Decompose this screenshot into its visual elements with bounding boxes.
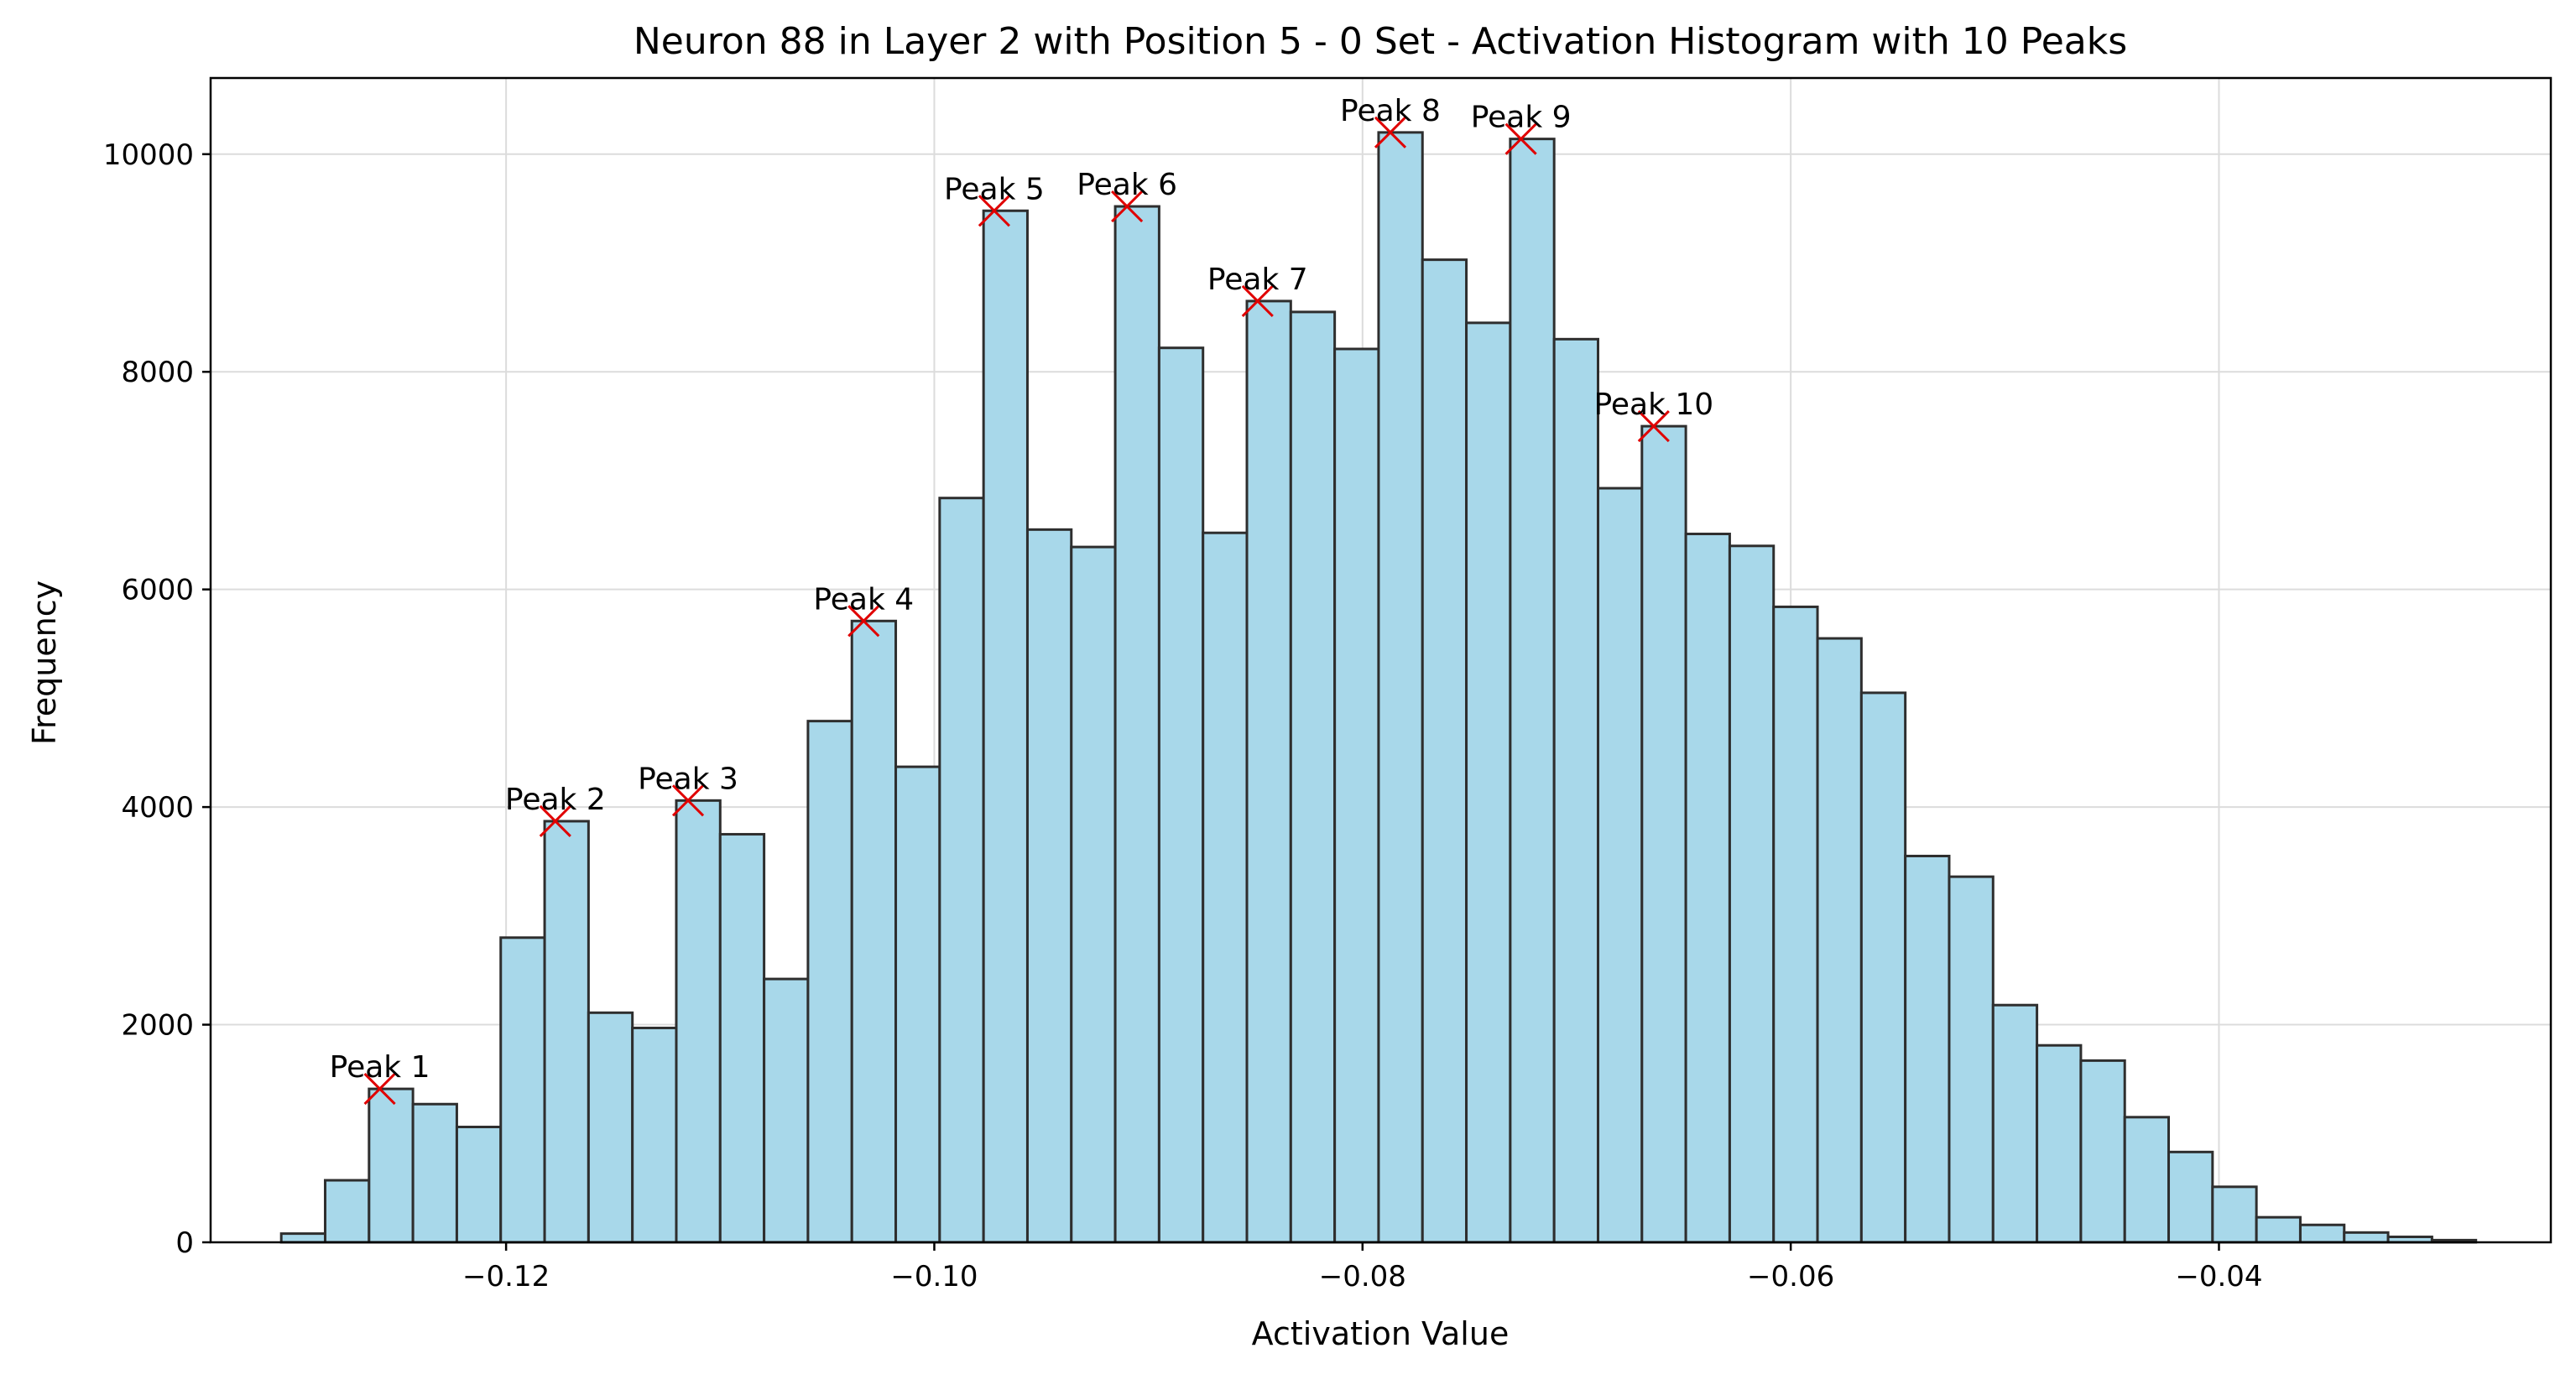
x-tick-label: −0.04 (2175, 1260, 2262, 1293)
x-tick-label: −0.10 (890, 1260, 978, 1293)
chart-title: Neuron 88 in Layer 2 with Position 5 - 0… (634, 20, 2127, 63)
peak-label: Peak 9 (1471, 101, 1572, 135)
x-tick-label: −0.12 (462, 1260, 550, 1293)
peak-label: Peak 7 (1207, 263, 1308, 297)
y-tick-label: 4000 (121, 791, 194, 825)
histogram-bar (1202, 531, 1249, 1244)
histogram-bar (1333, 347, 1380, 1244)
histogram-bar (718, 833, 766, 1244)
peak-marker (1241, 284, 1274, 317)
histogram-bar (1509, 138, 1556, 1244)
y-tick-label: 8000 (121, 356, 194, 389)
histogram-bar (675, 799, 722, 1244)
histogram-bar (279, 1232, 327, 1244)
y-tick-label: 10000 (103, 138, 194, 172)
histogram-bar (894, 765, 941, 1244)
y-axis-ticks: 0 2000 4000 6000 8000 10000 (103, 138, 211, 1260)
peak-marker (978, 195, 1010, 227)
histogram-bar (982, 209, 1029, 1244)
peak-markers: Peak 1 Peak 2 Peak 3 Peak 4 Peak 5 Peak 6 Peak… (330, 94, 1713, 1106)
histogram-bar (631, 1026, 678, 1244)
histogram-bar (1157, 346, 1205, 1244)
peak-label: Peak 3 (638, 762, 738, 796)
histogram-bar (543, 820, 590, 1244)
histogram-bar (1772, 605, 1819, 1244)
histogram-bar (763, 977, 810, 1244)
histogram-bar (1948, 875, 1995, 1244)
histogram-bar (1025, 528, 1073, 1244)
histogram-bar (1684, 533, 1731, 1244)
peak-label: Peak 8 (1340, 94, 1441, 128)
y-tick-label: 2000 (121, 1009, 194, 1043)
histogram-bar (1377, 131, 1424, 1244)
y-tick-label: 6000 (121, 574, 194, 607)
plot-frame (209, 76, 2553, 1244)
histogram-bar (2298, 1223, 2346, 1244)
peak-marker-stroke (1504, 122, 1537, 155)
peak-label: Peak 4 (813, 582, 914, 617)
peak-marker (1637, 410, 1670, 443)
histogram-bar (368, 1087, 415, 1244)
histogram-bar (938, 497, 985, 1244)
histogram-bar (2123, 1116, 2171, 1244)
peak-marker-stroke (671, 784, 705, 817)
peak-marker (671, 784, 705, 817)
histogram-bar (455, 1125, 503, 1244)
histogram-bar (2036, 1044, 2083, 1244)
histogram-bar (2211, 1185, 2258, 1244)
histogram-bar (1552, 337, 1599, 1244)
histogram-bar (850, 619, 898, 1244)
histogram-bar (1070, 545, 1117, 1244)
peak-marker (363, 1073, 396, 1106)
histogram-bar (2343, 1231, 2390, 1244)
y-tick-label: 0 (175, 1226, 194, 1260)
peak-marker-stroke (363, 1073, 396, 1106)
histogram-bar (1991, 1003, 2039, 1244)
histogram-bar (1859, 691, 1907, 1244)
histogram-bar (1596, 487, 1644, 1244)
histogram-bar (1640, 424, 1687, 1244)
peak-marker-stroke (847, 605, 880, 638)
histogram-bar (2255, 1215, 2302, 1244)
peak-marker (1374, 116, 1407, 148)
peak-marker-stroke (1374, 116, 1407, 148)
histogram-bar (1904, 854, 1951, 1244)
x-tick-label: −0.08 (1319, 1260, 1406, 1293)
peak-marker-stroke (1111, 190, 1144, 223)
peak-marker-stroke (978, 195, 1010, 227)
histogram-bar (324, 1179, 371, 1244)
histogram-bars (279, 131, 2478, 1244)
x-axis-label: Activation Value (1252, 1315, 1510, 1352)
peak-marker (539, 804, 571, 838)
peak-marker-stroke (1637, 410, 1670, 443)
peak-label: Peak 10 (1593, 388, 1713, 422)
peak-label: Peak 1 (330, 1050, 430, 1085)
peak-label: Peak 2 (505, 783, 606, 817)
y-axis-label: Frequency (26, 580, 63, 745)
peak-marker-stroke (539, 804, 571, 838)
histogram-bar (411, 1102, 458, 1244)
peak-label: Peak 5 (944, 172, 1045, 206)
histogram-bar (1113, 205, 1160, 1244)
histogram-bar (1728, 544, 1776, 1244)
histogram-bar (806, 720, 853, 1244)
peak-marker (1111, 190, 1144, 223)
peak-marker (847, 605, 880, 638)
histogram-bar (1245, 299, 1292, 1244)
histogram-bar (2079, 1059, 2126, 1244)
histogram-bar (1421, 258, 1468, 1244)
histogram-bar (1816, 637, 1863, 1244)
histogram-bar (587, 1011, 634, 1244)
histogram-bar (499, 936, 546, 1244)
histogram-bar (1289, 310, 1337, 1244)
peak-marker (1504, 122, 1537, 155)
x-axis-ticks: −0.12 −0.10 −0.08 −0.06 −0.04 (462, 1242, 2263, 1293)
x-tick-label: −0.06 (1747, 1260, 1834, 1293)
peak-marker-stroke (1241, 284, 1274, 317)
histogram-bar (1465, 321, 1512, 1244)
peak-label: Peak 6 (1077, 168, 1177, 202)
histogram-bar (2167, 1150, 2214, 1244)
